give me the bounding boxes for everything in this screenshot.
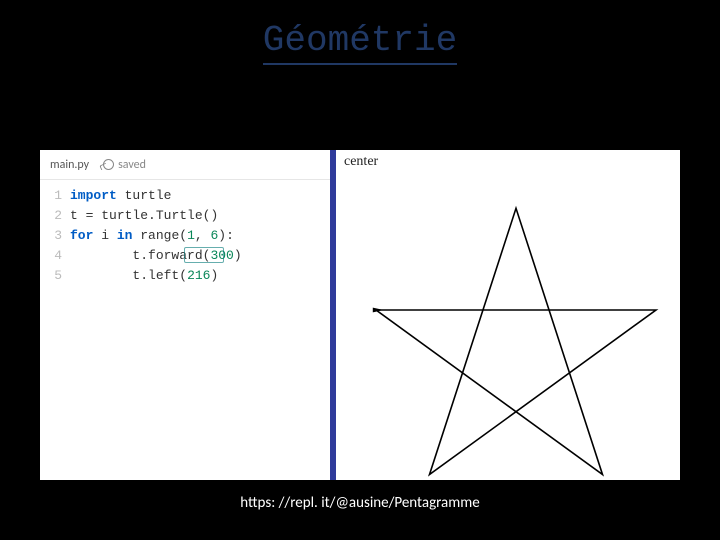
page-title: Géométrie	[0, 20, 720, 61]
line-number: 5	[40, 266, 62, 286]
line-number-gutter: 12345	[40, 186, 70, 286]
editor-tab-filename[interactable]: main.py	[50, 158, 89, 172]
line-number: 2	[40, 206, 62, 226]
line-number: 3	[40, 226, 62, 246]
refresh-icon	[103, 159, 114, 170]
code-line: t = turtle.Turtle()	[70, 206, 330, 226]
slide: Géométrie Exemple d'algorithme de constr…	[0, 0, 720, 540]
line-number: 1	[40, 186, 62, 206]
code-line: t.left(216)	[70, 266, 330, 286]
editor-tabbar: main.py saved	[40, 150, 330, 180]
code-line: import turtle	[70, 186, 330, 206]
title-text: Géométrie	[263, 20, 457, 65]
footer-link[interactable]: https: //repl. it/@ausine/Pentagramme	[0, 494, 720, 512]
pentagram-path	[376, 208, 656, 474]
saved-indicator: saved	[103, 158, 146, 172]
saved-label: saved	[118, 158, 146, 172]
code-lines: import turtlet = turtle.Turtle()for i in…	[70, 186, 330, 286]
output-panel: center	[336, 150, 680, 480]
code-block[interactable]: 12345 import turtlet = turtle.Turtle()fo…	[40, 180, 330, 286]
editor-output-area: main.py saved 12345 import turtlet = tur…	[40, 150, 680, 480]
line-number: 4	[40, 246, 62, 266]
code-editor-panel: main.py saved 12345 import turtlet = tur…	[40, 150, 330, 480]
subtitle-text: Exemple d'algorithme de construction d'u…	[80, 72, 640, 132]
code-line: t.forward(300)	[70, 246, 330, 266]
code-line: for i in range(1, 6):	[70, 226, 330, 246]
turtle-canvas	[336, 150, 680, 480]
